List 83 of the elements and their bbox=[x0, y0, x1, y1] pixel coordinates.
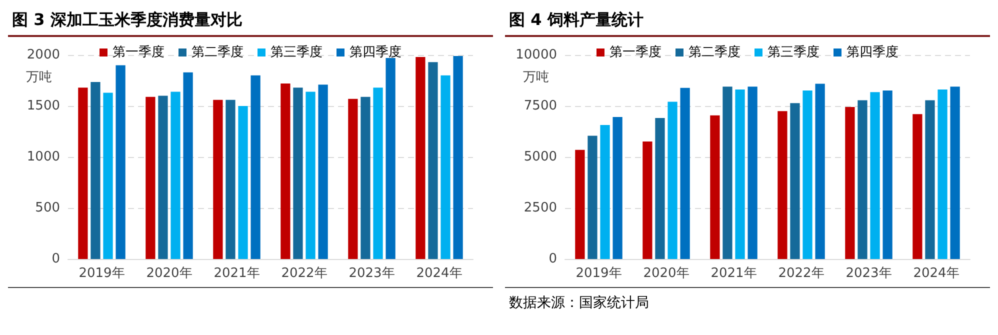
y-tick-label: 500 bbox=[35, 200, 60, 216]
bar bbox=[440, 75, 450, 259]
legend-label: 第三季度 bbox=[270, 44, 322, 60]
x-tick-label: 2022年 bbox=[778, 266, 824, 281]
bar bbox=[280, 84, 290, 259]
source-note: 数据来源：国家统计局 bbox=[509, 295, 649, 311]
y-tick-label: 2000 bbox=[26, 48, 60, 62]
y-tick-label: 2500 bbox=[524, 200, 557, 216]
bar bbox=[912, 114, 922, 259]
bar bbox=[748, 86, 758, 259]
bar bbox=[735, 89, 745, 259]
legend-label: 第三季度 bbox=[768, 44, 820, 60]
x-tick-label: 2024年 bbox=[913, 266, 960, 281]
bar bbox=[183, 72, 193, 259]
bar bbox=[882, 90, 892, 259]
bar bbox=[680, 88, 690, 259]
bar bbox=[938, 89, 948, 259]
bar bbox=[950, 86, 960, 259]
y-tick-label: 1500 bbox=[26, 98, 60, 114]
bar bbox=[668, 102, 678, 259]
bar bbox=[925, 100, 935, 259]
y-tick-label: 0 bbox=[52, 252, 60, 266]
bar bbox=[428, 62, 438, 259]
y-tick-label: 5000 bbox=[524, 150, 557, 164]
bar bbox=[655, 118, 665, 259]
bar bbox=[845, 107, 855, 259]
y-tick-label: 0 bbox=[548, 252, 557, 266]
bar bbox=[778, 111, 788, 259]
bar bbox=[318, 84, 328, 259]
bar bbox=[78, 88, 88, 259]
x-tick-label: 2019年 bbox=[78, 266, 125, 281]
bar bbox=[250, 75, 260, 259]
y-tick-label: 10000 bbox=[516, 48, 557, 62]
bar bbox=[293, 88, 303, 259]
bar bbox=[146, 96, 156, 259]
x-tick-label: 2021年 bbox=[710, 266, 757, 281]
bar bbox=[870, 92, 880, 259]
bar bbox=[600, 124, 610, 259]
bar bbox=[348, 98, 358, 259]
y-axis-title: 万吨 bbox=[26, 70, 52, 85]
legend-label: 第一季度 bbox=[112, 44, 164, 60]
bar bbox=[170, 92, 180, 259]
x-tick-label: 2020年 bbox=[643, 266, 690, 281]
bar bbox=[90, 82, 100, 259]
bar bbox=[642, 141, 652, 259]
bar bbox=[373, 88, 383, 259]
bar bbox=[386, 58, 396, 259]
bar bbox=[612, 117, 622, 259]
y-tick-label: 7500 bbox=[524, 98, 557, 114]
bar bbox=[226, 100, 236, 259]
chart-title: 图 4 饲料产量统计 bbox=[505, 8, 990, 37]
bar bbox=[360, 96, 370, 259]
x-tick-label: 2019年 bbox=[576, 266, 622, 281]
legend-label: 第四季度 bbox=[350, 44, 402, 60]
x-tick-label: 2023年 bbox=[846, 266, 892, 281]
y-tick-label: 1000 bbox=[26, 150, 60, 164]
bar bbox=[238, 106, 248, 259]
bar bbox=[416, 57, 426, 259]
x-tick-label: 2024年 bbox=[416, 266, 462, 281]
bar bbox=[722, 86, 732, 259]
x-tick-label: 2021年 bbox=[214, 266, 260, 281]
legend-label: 第四季度 bbox=[846, 44, 898, 60]
bar bbox=[116, 65, 126, 259]
bar bbox=[575, 150, 585, 259]
y-axis-title: 万吨 bbox=[523, 70, 549, 85]
bar bbox=[802, 90, 812, 259]
bar bbox=[103, 92, 113, 259]
x-tick-label: 2020年 bbox=[146, 266, 192, 281]
x-tick-label: 2022年 bbox=[281, 266, 328, 281]
bar bbox=[710, 115, 720, 259]
bar bbox=[858, 100, 868, 259]
bar bbox=[815, 84, 825, 259]
bar bbox=[158, 96, 168, 259]
bar bbox=[453, 56, 463, 259]
bar bbox=[588, 136, 598, 259]
bar bbox=[306, 92, 316, 259]
bar bbox=[213, 100, 223, 259]
legend-label: 第二季度 bbox=[688, 44, 740, 60]
x-tick-label: 2023年 bbox=[348, 266, 395, 281]
bar bbox=[790, 103, 800, 259]
legend-label: 第一季度 bbox=[610, 44, 662, 60]
legend-label: 第二季度 bbox=[192, 44, 244, 60]
chart-title: 图 3 深加工玉米季度消费量对比 bbox=[8, 8, 493, 37]
